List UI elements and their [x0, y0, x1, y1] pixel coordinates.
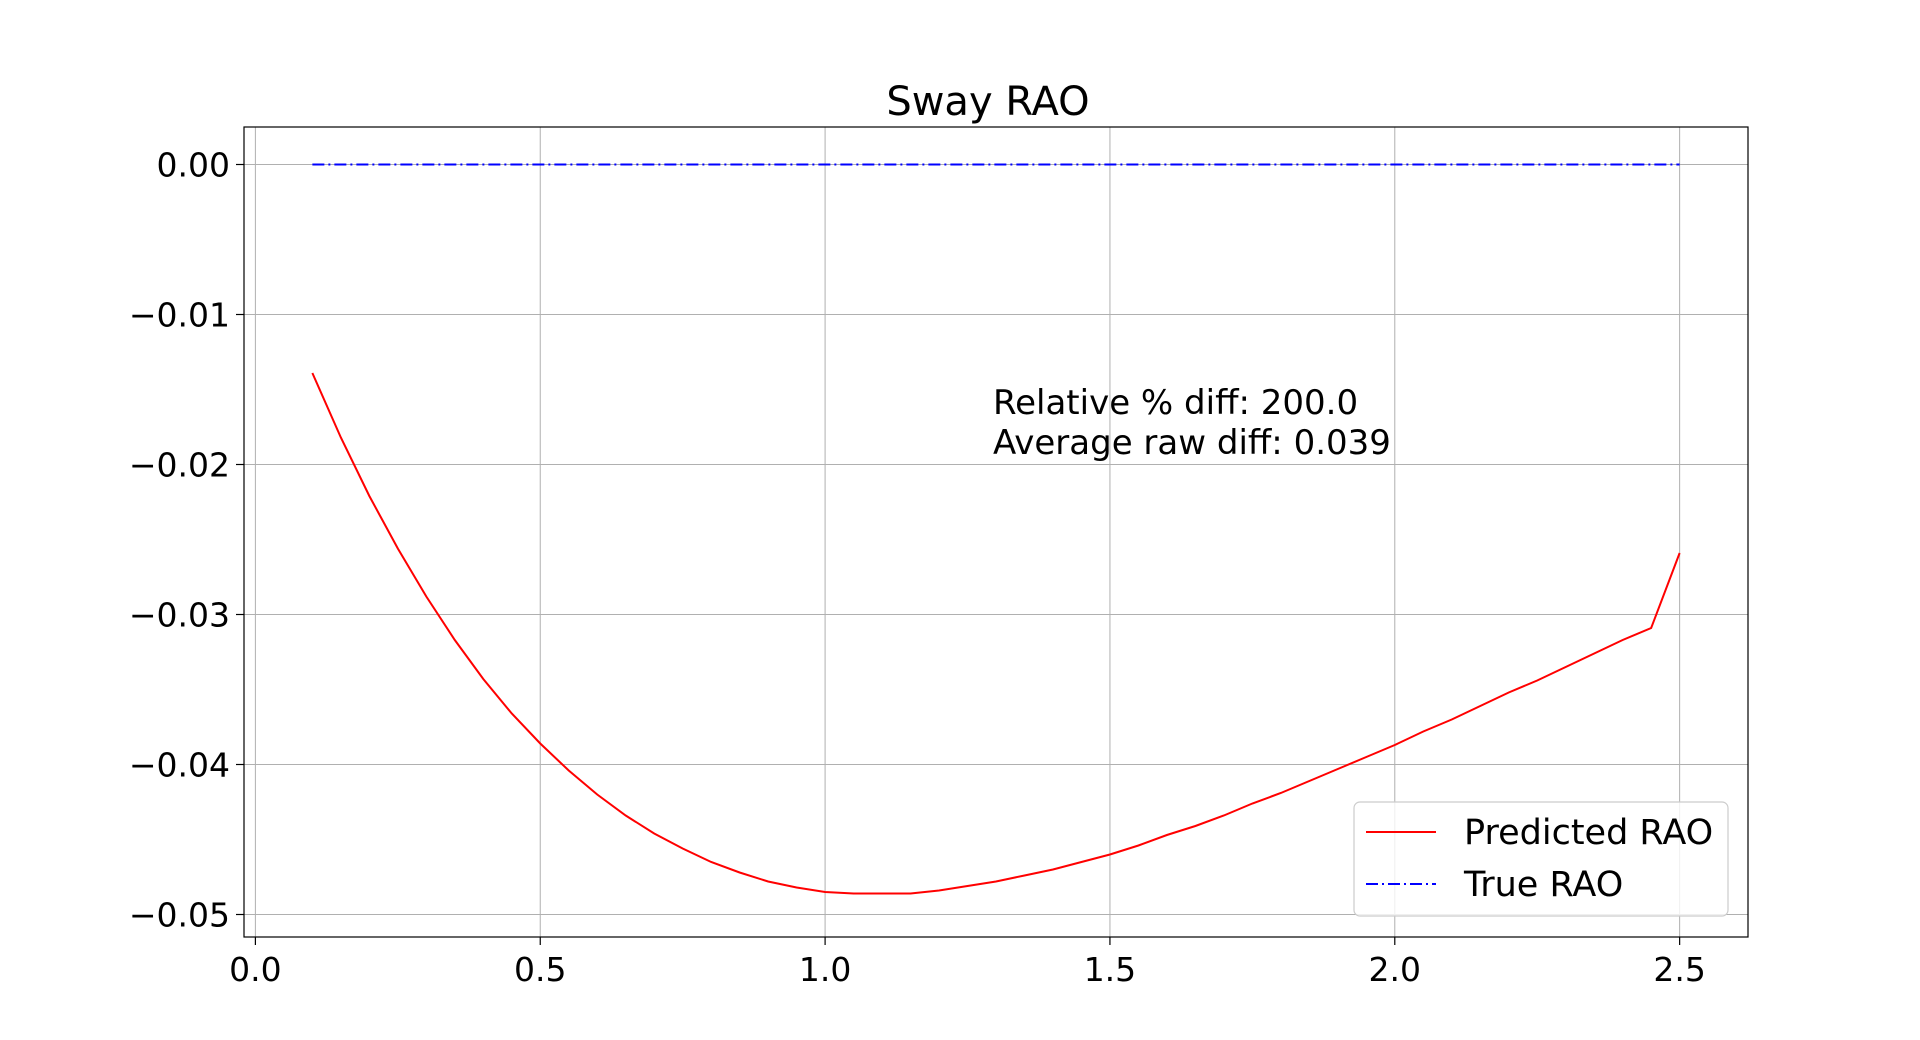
x-tick-label: 1.0 — [799, 950, 851, 989]
series-line-predicted-rao — [311, 372, 1681, 895]
x-tick-label: 0.5 — [514, 950, 566, 989]
y-tick-label: −0.01 — [129, 296, 230, 335]
legend-label-predicted: Predicted RAO — [1464, 813, 1713, 853]
chart-title: Sway RAO — [886, 79, 1089, 125]
y-tick-label: 0.00 — [157, 146, 230, 185]
plot-frame — [243, 126, 1749, 938]
legend-box — [1353, 801, 1729, 917]
y-tick-label: −0.02 — [129, 446, 230, 485]
annotation-average-diff: Average raw diff: 0.039 — [993, 423, 1391, 463]
legend: Predicted RAO True RAO — [1353, 801, 1729, 917]
x-tick-label: 2.0 — [1369, 950, 1421, 989]
annotation-relative-diff: Relative % diff: 200.0 — [993, 383, 1358, 423]
x-tick-label: 0.0 — [229, 950, 281, 989]
y-tick-label: −0.03 — [129, 596, 230, 635]
series-layer — [311, 163, 1681, 895]
legend-label-true: True RAO — [1463, 865, 1623, 905]
ticks: 0.0 0.5 1.0 1.5 2.0 2.5 0.00 −0.01 −0.02 −0.03 −0.… — [129, 146, 1706, 990]
y-tick-label: −0.05 — [129, 896, 230, 935]
y-tick-label: −0.04 — [129, 746, 230, 785]
annotation: Relative % diff: 200.0 Average raw diff:… — [993, 383, 1391, 463]
x-tick-label: 2.5 — [1653, 950, 1705, 989]
x-tick-label: 1.5 — [1084, 950, 1136, 989]
